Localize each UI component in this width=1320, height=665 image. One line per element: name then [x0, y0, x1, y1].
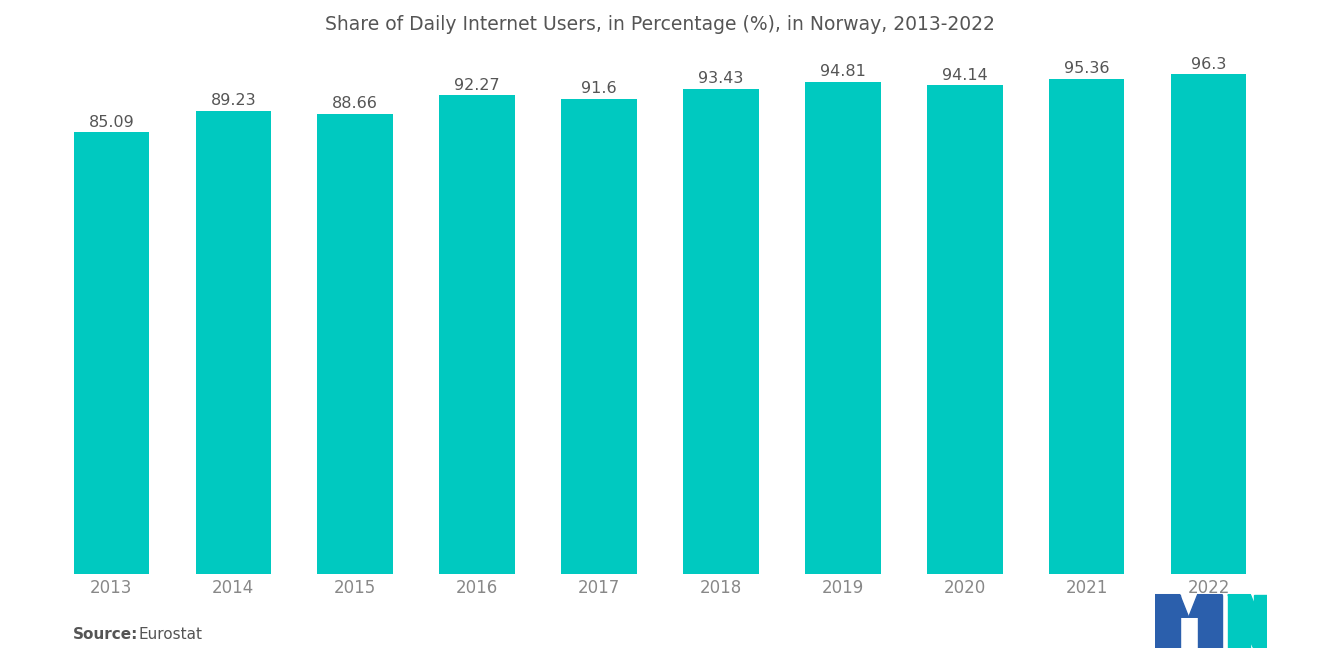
- Polygon shape: [1189, 595, 1222, 617]
- Text: 94.81: 94.81: [820, 65, 866, 79]
- Text: Source:: Source:: [73, 626, 139, 642]
- Bar: [195, 111, 271, 574]
- Text: Eurostat: Eurostat: [139, 626, 202, 642]
- Bar: [317, 114, 393, 574]
- Bar: [440, 95, 515, 574]
- Bar: [927, 85, 1003, 574]
- Polygon shape: [1254, 595, 1272, 648]
- Text: 96.3: 96.3: [1191, 57, 1226, 72]
- Text: 95.36: 95.36: [1064, 61, 1109, 76]
- Bar: [74, 132, 149, 574]
- Text: 92.27: 92.27: [454, 78, 500, 92]
- Bar: [1049, 79, 1125, 574]
- Bar: [1171, 74, 1246, 574]
- Text: 93.43: 93.43: [698, 72, 743, 86]
- Text: 91.6: 91.6: [581, 81, 616, 96]
- Title: Share of Daily Internet Users, in Percentage (%), in Norway, 2013-2022: Share of Daily Internet Users, in Percen…: [325, 15, 995, 34]
- Polygon shape: [1228, 595, 1250, 648]
- Polygon shape: [1155, 595, 1180, 648]
- Text: 94.14: 94.14: [942, 68, 987, 83]
- Bar: [684, 89, 759, 574]
- Polygon shape: [1228, 595, 1272, 648]
- Text: 85.09: 85.09: [88, 115, 135, 130]
- Polygon shape: [1155, 595, 1189, 617]
- Text: 89.23: 89.23: [210, 93, 256, 108]
- Text: 88.66: 88.66: [333, 96, 378, 111]
- Bar: [561, 98, 636, 574]
- Bar: [805, 82, 880, 574]
- Polygon shape: [1197, 595, 1222, 648]
